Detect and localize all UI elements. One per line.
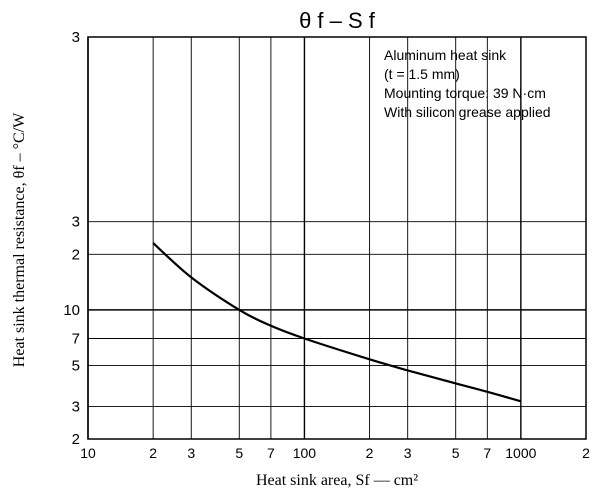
x-tick-label: 7 xyxy=(267,445,275,461)
y-tick-label: 3 xyxy=(72,398,80,415)
annotation-line-1: Aluminum heat sink xyxy=(384,47,507,63)
y-tick-label: 2 xyxy=(72,246,80,263)
annotation-line-3: Mounting torque: 39 N·cm xyxy=(384,85,546,101)
x-tick-label: 2 xyxy=(366,445,374,461)
y-tick-label: 2 xyxy=(72,431,80,448)
x-tick-label: 1000 xyxy=(505,445,536,461)
x-tick-label: 2 xyxy=(582,445,590,461)
x-tick-label: 7 xyxy=(483,445,491,461)
x-tick-label: 3 xyxy=(404,445,412,461)
x-axis-label: Heat sink area, Sf — cm² xyxy=(256,472,418,489)
x-tick-label: 2 xyxy=(149,445,157,461)
y-tick-label: 7 xyxy=(72,330,80,347)
x-tick-label: 5 xyxy=(452,445,460,461)
y-axis-label: Heat sink thermal resistance, θf – °C/W xyxy=(11,112,28,367)
y-tick-label: 10 xyxy=(63,302,80,319)
x-tick-label: 10 xyxy=(80,445,96,461)
annotation-line-2: (t = 1.5 mm) xyxy=(384,66,460,82)
plot-frame xyxy=(87,36,587,440)
annotation-line-4: With silicon grease applied xyxy=(384,104,551,120)
annotation-box: Aluminum heat sink (t = 1.5 mm) Mounting… xyxy=(384,47,551,120)
chart-title: θ f – S f xyxy=(299,8,376,33)
x-tick-labels: 10 2 3 5 7 100 2 3 5 7 1000 2 xyxy=(80,445,590,461)
x-tick-label: 3 xyxy=(187,445,195,461)
y-tick-label: 5 xyxy=(72,357,80,374)
y-tick-labels: 2 3 5 7 10 2 3 3 xyxy=(63,29,80,448)
x-tick-label: 100 xyxy=(293,445,317,461)
series-line xyxy=(152,242,522,403)
y-tick-label: 3 xyxy=(72,29,80,46)
x-tick-label: 5 xyxy=(235,445,243,461)
y-tick-label: 3 xyxy=(72,214,80,231)
